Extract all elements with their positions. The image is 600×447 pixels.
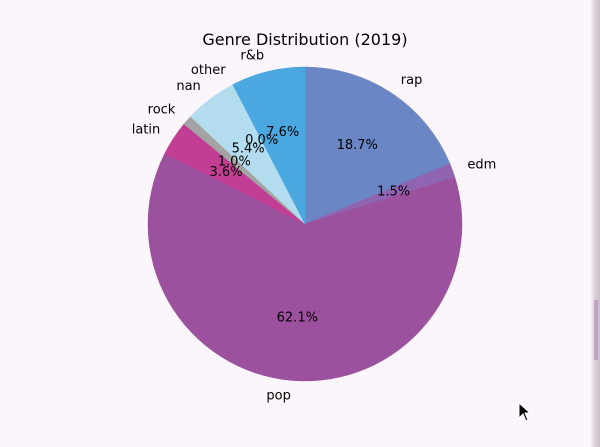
window-edge-accent [594,300,598,360]
percent-label-edm: 1.5% [377,184,410,199]
percent-label-other: 0.0% [245,133,278,148]
chart-title: Genre Distribution (2019) [202,30,407,49]
percent-label-latin: 3.6% [210,165,243,180]
slice-label-pop: pop [266,389,290,404]
slice-label-rock: rock [148,102,176,117]
slice-label-nan: nan [176,79,200,94]
slice-label-edm: edm [467,158,496,173]
percent-label-rb: 7.6% [266,125,299,140]
slice-label-latin: latin [132,122,161,137]
percent-label-rock: 1.0% [218,154,251,169]
window-edge [590,0,600,447]
mouse-cursor-icon [518,402,532,422]
percent-label-pop: 62.1% [277,310,318,325]
pie-slice-rb [232,66,306,225]
pie-slices [147,66,463,382]
slice-label-rb: r&b [240,49,264,64]
slice-label-other: other [191,63,226,78]
slice-label-rap: rap [401,73,423,88]
percent-labels: 18.7% 1.5% 62.1% 3.6%1.0%5.4%0.0%7.6% [210,125,411,325]
percent-label-rap: 18.7% [337,138,378,153]
pie-slice-pop [147,153,463,382]
percent-label-nan: 5.4% [232,141,265,156]
pie-slice-rap [304,66,451,225]
